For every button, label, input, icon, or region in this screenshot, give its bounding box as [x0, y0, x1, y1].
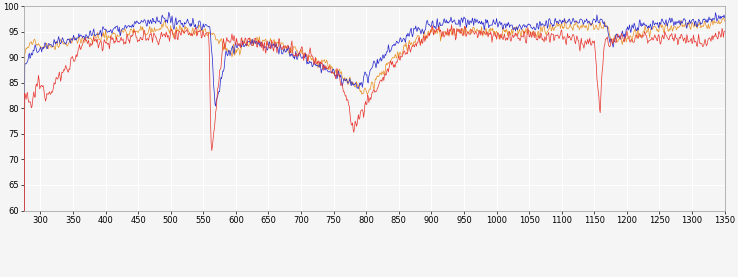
- big_buck_bunny_1080-qsv-5000.mp4: [82, 34, 91, 38]
- big_buck_bunny_1080-qsv-5000.mp4: [165, 11, 173, 14]
- big_buck_bunny_1080-nvenc-5000.mp4: [359, 92, 368, 95]
- big_buck_bunny_1080-nvenc-5000.mp4: [227, 52, 235, 55]
- big_buck_bunny_1080-qsv-5000.mp4: [359, 76, 368, 79]
- big_buck_bunny_1080-nvenc-5000.mp4: [719, 16, 728, 19]
- Line: big_buck_bunny_1080-nvenc-5000.mp4: big_buck_bunny_1080-nvenc-5000.mp4: [24, 18, 725, 277]
- big_buck_bunny_1080p-vce-5000-bp.mp4: [82, 38, 91, 42]
- big_buck_bunny_1080p-vce-5000-bp.mp4: [359, 110, 368, 113]
- big_buck_bunny_1080-qsv-5000.mp4: [497, 21, 506, 24]
- Line: big_buck_bunny_1080p-vce-5000-bp.mp4: big_buck_bunny_1080p-vce-5000-bp.mp4: [24, 25, 725, 277]
- big_buck_bunny_1080-nvenc-5000.mp4: [685, 23, 694, 26]
- big_buck_bunny_1080p-vce-5000-bp.mp4: [720, 30, 729, 33]
- big_buck_bunny_1080p-vce-5000-bp.mp4: [686, 39, 694, 43]
- big_buck_bunny_1080-qsv-5000.mp4: [686, 20, 694, 24]
- Line: big_buck_bunny_1080-qsv-5000.mp4: big_buck_bunny_1080-qsv-5000.mp4: [24, 12, 725, 277]
- big_buck_bunny_1080-nvenc-5000.mp4: [497, 36, 506, 40]
- big_buck_bunny_1080p-vce-5000-bp.mp4: [447, 23, 456, 26]
- big_buck_bunny_1080p-vce-5000-bp.mp4: [227, 36, 235, 40]
- big_buck_bunny_1080-nvenc-5000.mp4: [82, 36, 91, 39]
- big_buck_bunny_1080p-vce-5000-bp.mp4: [497, 36, 506, 39]
- big_buck_bunny_1080-nvenc-5000.mp4: [720, 20, 729, 23]
- big_buck_bunny_1080-qsv-5000.mp4: [63, 37, 72, 41]
- big_buck_bunny_1080-nvenc-5000.mp4: [63, 44, 72, 47]
- big_buck_bunny_1080-qsv-5000.mp4: [720, 16, 729, 19]
- big_buck_bunny_1080-qsv-5000.mp4: [227, 46, 236, 49]
- big_buck_bunny_1080p-vce-5000-bp.mp4: [63, 70, 72, 73]
